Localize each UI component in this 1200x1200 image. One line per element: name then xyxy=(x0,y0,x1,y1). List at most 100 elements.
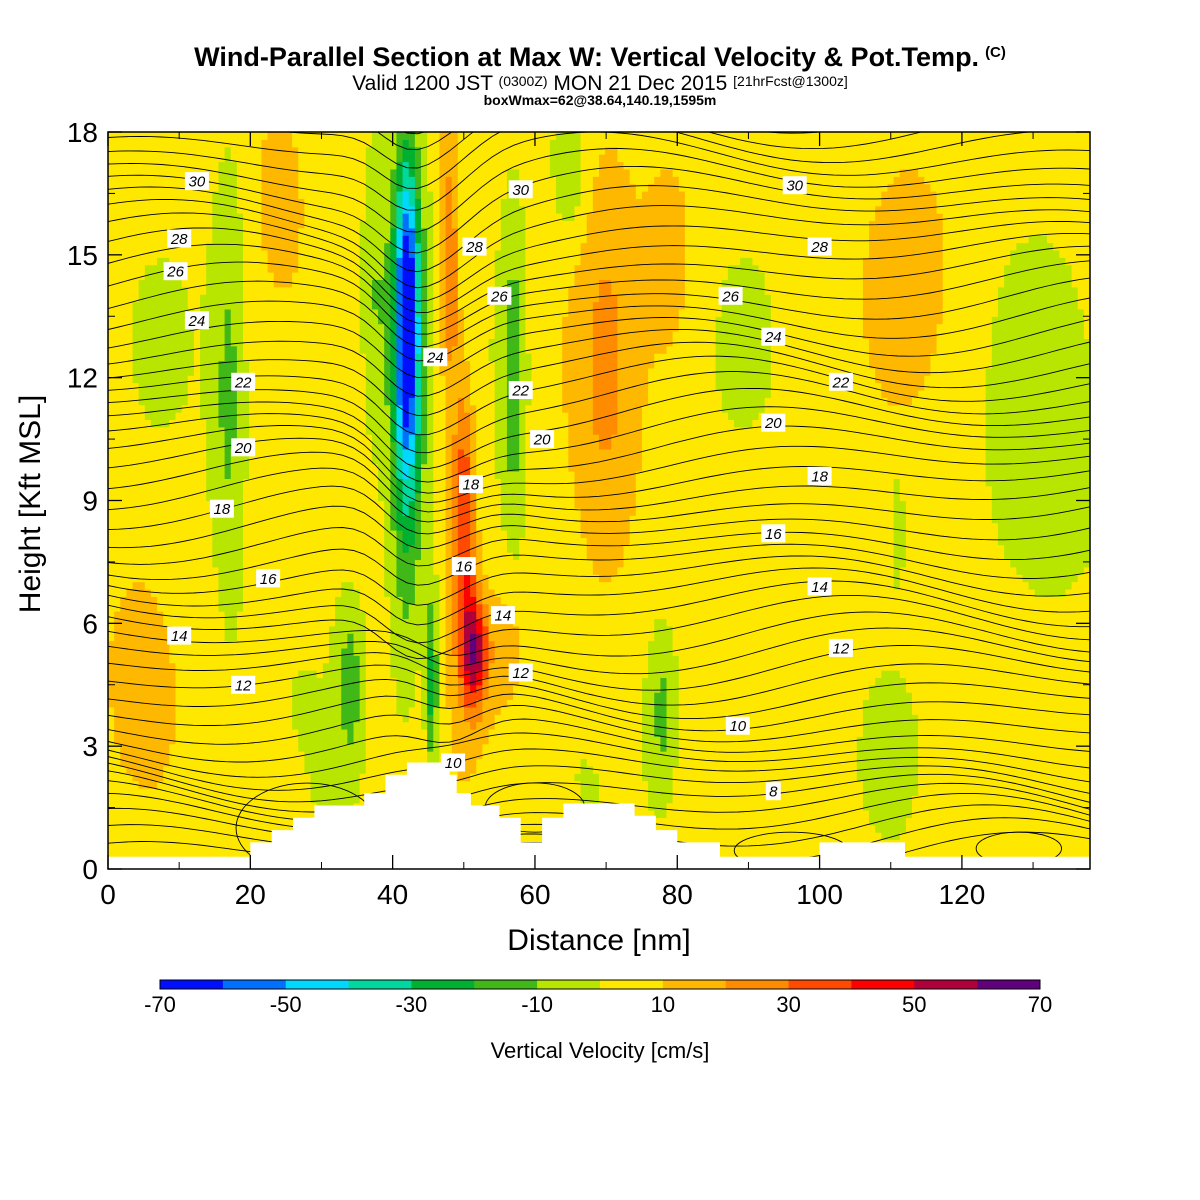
velocity-cell xyxy=(341,692,348,701)
velocity-cell xyxy=(224,655,232,664)
velocity-cell xyxy=(236,426,244,435)
velocity-cell xyxy=(249,213,256,222)
velocity-cell xyxy=(181,404,189,413)
velocity-cell xyxy=(402,330,410,339)
velocity-cell xyxy=(200,198,207,207)
velocity-cell xyxy=(322,176,330,185)
velocity-cell xyxy=(175,316,183,325)
velocity-cell xyxy=(132,220,140,229)
velocity-cell xyxy=(371,714,379,723)
velocity-cell xyxy=(298,765,305,774)
velocity-cell xyxy=(157,434,164,443)
velocity-cell xyxy=(285,625,293,634)
velocity-cell xyxy=(378,389,385,398)
velocity-cell xyxy=(279,213,287,222)
velocity-cell xyxy=(353,633,361,642)
velocity-cell xyxy=(255,213,263,222)
velocity-cell xyxy=(144,817,152,826)
velocity-cell xyxy=(378,625,385,634)
velocity-cell xyxy=(328,419,336,428)
velocity-cell xyxy=(408,544,416,553)
velocity-cell xyxy=(390,338,398,347)
velocity-cell xyxy=(310,404,318,413)
velocity-cell xyxy=(316,382,324,391)
velocity-cell xyxy=(316,640,324,649)
velocity-cell xyxy=(402,176,410,185)
velocity-cell xyxy=(402,552,410,561)
velocity-cell xyxy=(163,773,170,782)
velocity-cell xyxy=(292,706,299,715)
velocity-cell xyxy=(200,802,207,811)
velocity-cell xyxy=(279,515,287,524)
velocity-cell xyxy=(230,146,238,155)
velocity-cell xyxy=(249,286,256,295)
velocity-cell xyxy=(224,529,232,538)
velocity-cell xyxy=(181,286,189,295)
velocity-cell xyxy=(126,500,134,509)
velocity-cell xyxy=(322,323,330,332)
velocity-cell xyxy=(390,463,398,472)
velocity-cell xyxy=(175,485,183,494)
velocity-cell xyxy=(261,795,269,804)
velocity-cell xyxy=(335,419,342,428)
velocity-cell xyxy=(378,515,385,524)
velocity-cell xyxy=(384,529,391,538)
velocity-cell xyxy=(255,367,263,376)
velocity-cell xyxy=(255,478,263,487)
velocity-cell xyxy=(206,566,213,575)
velocity-cell xyxy=(108,161,115,170)
velocity-cell xyxy=(408,758,416,767)
velocity-cell xyxy=(402,227,410,236)
velocity-cell xyxy=(378,397,385,406)
velocity-cell xyxy=(384,426,391,435)
velocity-cell xyxy=(390,183,398,192)
velocity-cell xyxy=(212,205,220,214)
velocity-cell xyxy=(261,640,269,649)
velocity-cell xyxy=(261,559,269,568)
velocity-cell xyxy=(138,353,146,362)
velocity-cell xyxy=(298,264,305,273)
velocity-cell xyxy=(212,235,220,244)
velocity-cell xyxy=(304,529,312,538)
velocity-cell xyxy=(138,507,146,516)
velocity-cell xyxy=(114,743,121,752)
velocity-cell xyxy=(273,338,281,347)
velocity-cell xyxy=(181,603,189,612)
velocity-cell xyxy=(341,485,348,494)
velocity-cell xyxy=(371,294,379,303)
velocity-cell xyxy=(169,618,177,627)
velocity-cell xyxy=(144,213,152,222)
velocity-cell xyxy=(218,736,226,745)
velocity-cell xyxy=(396,441,404,450)
velocity-cell xyxy=(157,721,164,730)
velocity-cell xyxy=(292,581,299,590)
velocity-cell xyxy=(150,714,158,723)
velocity-cell xyxy=(371,699,379,708)
velocity-cell xyxy=(359,367,367,376)
velocity-cell xyxy=(378,603,385,612)
velocity-cell xyxy=(181,846,189,855)
velocity-cell xyxy=(353,699,361,708)
velocity-cell xyxy=(408,677,416,686)
velocity-cell xyxy=(187,448,195,457)
velocity-cell xyxy=(236,507,244,516)
velocity-cell xyxy=(378,647,385,656)
velocity-cell xyxy=(279,183,287,192)
velocity-cell xyxy=(108,588,115,597)
velocity-cell xyxy=(378,190,385,199)
velocity-cell xyxy=(114,345,121,354)
velocity-cell xyxy=(224,213,232,222)
velocity-cell xyxy=(273,279,281,288)
velocity-cell xyxy=(108,338,115,347)
velocity-cell xyxy=(114,154,121,163)
velocity-cell xyxy=(218,316,226,325)
velocity-cell xyxy=(304,345,312,354)
velocity-cell xyxy=(114,618,121,627)
velocity-cell xyxy=(150,441,158,450)
velocity-cell xyxy=(230,500,238,509)
velocity-cell xyxy=(114,448,121,457)
velocity-cell xyxy=(347,758,355,767)
velocity-cell xyxy=(249,198,256,207)
velocity-cell xyxy=(408,441,416,450)
velocity-cell xyxy=(218,728,226,737)
